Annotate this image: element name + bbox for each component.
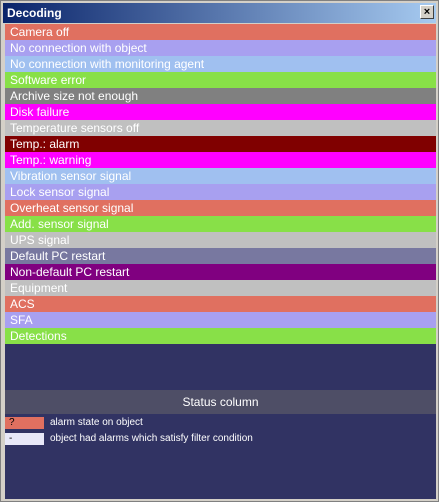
- status-swatch: -: [5, 433, 44, 445]
- legend-row: SFA: [5, 312, 436, 328]
- legend-row: Add. sensor signal: [5, 216, 436, 232]
- legend-row: ACS: [5, 296, 436, 312]
- legend-row: Overheat sensor signal: [5, 200, 436, 216]
- legend-row: No connection with monitoring agent: [5, 56, 436, 72]
- legend-row: Equipment: [5, 280, 436, 296]
- decoding-panel: Camera off No connection with object No co…: [5, 24, 436, 499]
- legend-row: Vibration sensor signal: [5, 168, 436, 184]
- status-legend-item: ? alarm state on object: [5, 417, 436, 431]
- legend-row: Temperature sensors off: [5, 120, 436, 136]
- status-legend-item: - object had alarms which satisfy filter …: [5, 433, 436, 447]
- status-swatch: ?: [5, 417, 44, 429]
- status-legend-text: alarm state on object: [50, 417, 143, 428]
- legend-row: Disk failure: [5, 104, 436, 120]
- legend-row: Non-default PC restart: [5, 264, 436, 280]
- legend-row: No connection with object: [5, 40, 436, 56]
- status-column-header: Status column: [5, 390, 436, 414]
- title-bar[interactable]: Decoding ×: [3, 3, 436, 23]
- legend-row: Archive size not enough: [5, 88, 436, 104]
- legend-row: Temp.: alarm: [5, 136, 436, 152]
- window-title: Decoding: [7, 6, 62, 20]
- legend-row: UPS signal: [5, 232, 436, 248]
- legend-row: Software error: [5, 72, 436, 88]
- legend-row: Detections: [5, 328, 436, 344]
- legend-row: Temp.: warning: [5, 152, 436, 168]
- close-button[interactable]: ×: [420, 5, 434, 19]
- status-legend: ? alarm state on object - object had alarms…: [5, 417, 436, 449]
- legend-row: Lock sensor signal: [5, 184, 436, 200]
- legend-row: Camera off: [5, 24, 436, 40]
- legend-row: Default PC restart: [5, 248, 436, 264]
- status-legend-text: object had alarms which satisfy filter c…: [50, 433, 253, 444]
- legend-list: Camera off No connection with object No co…: [5, 24, 436, 344]
